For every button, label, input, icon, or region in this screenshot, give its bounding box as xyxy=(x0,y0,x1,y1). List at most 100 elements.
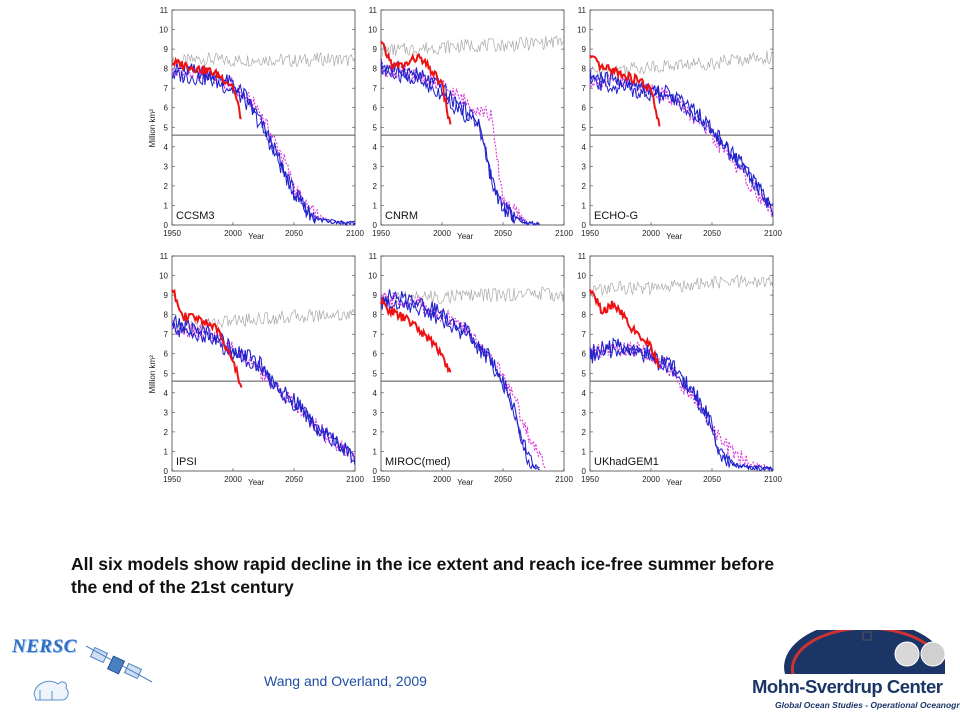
x-axis-label: Year xyxy=(457,232,474,241)
y-tick-label: 4 xyxy=(582,389,587,398)
panel-5: 0 1 2 3 4 5 6 7 8 9 10 11 1950 2000 2050 2100 Year UKhadG… xyxy=(577,252,782,487)
y-tick-label: 10 xyxy=(577,26,586,35)
y-tick-label: 0 xyxy=(373,467,378,476)
y-tick-label: 10 xyxy=(577,272,586,281)
y-tick-label: 8 xyxy=(164,65,169,74)
y-tick-label: 3 xyxy=(164,408,169,417)
panel-1: 0 1 2 3 4 5 6 7 8 9 10 11 1950 2000 2050 2100 Year CNRM xyxy=(368,6,573,241)
y-tick-label: 5 xyxy=(373,123,378,132)
msc-title: Mohn-Sverdrup Center xyxy=(752,676,943,697)
x-tick-label: 2000 xyxy=(224,229,242,238)
panel-3: 0 1 2 3 4 5 6 7 8 9 10 11 1950 2000 2050 2100 Year Millio… xyxy=(148,252,364,487)
series-observed-line xyxy=(589,54,661,127)
series-model-line xyxy=(380,289,540,471)
portrait-right-icon xyxy=(920,641,946,667)
plot-frame xyxy=(589,255,774,472)
y-tick-label: 6 xyxy=(373,104,378,113)
series-model-line xyxy=(171,67,356,225)
series-observed-line xyxy=(380,295,452,374)
x-axis-label: Year xyxy=(666,232,683,241)
y-tick-label: 1 xyxy=(582,447,587,456)
y-tick-label: 9 xyxy=(164,291,169,300)
y-tick-label: 2 xyxy=(373,428,378,437)
y-tick-label: 4 xyxy=(582,143,587,152)
y-tick-label: 2 xyxy=(164,182,169,191)
series-control-line xyxy=(589,274,774,298)
series-control-line xyxy=(380,35,565,57)
y-tick-label: 0 xyxy=(373,221,378,230)
y-tick-label: 6 xyxy=(164,104,169,113)
panel-2: 0 1 2 3 4 5 6 7 8 9 10 11 1950 2000 2050 2100 Year ECHO-G xyxy=(577,6,782,241)
x-tick-label: 2100 xyxy=(346,475,364,484)
y-tick-label: 4 xyxy=(164,389,169,398)
panel-label: IPSI xyxy=(176,456,197,468)
x-tick-label: 2050 xyxy=(494,475,512,484)
series-control-line xyxy=(380,286,565,305)
x-tick-label: 2000 xyxy=(642,229,660,238)
y-tick-label: 10 xyxy=(368,26,377,35)
series-model-line xyxy=(380,63,540,226)
y-tick-label: 3 xyxy=(582,408,587,417)
panel-label: MIROC(med) xyxy=(385,456,450,468)
x-tick-label: 1950 xyxy=(163,229,181,238)
y-tick-label: 10 xyxy=(159,26,168,35)
y-tick-label: 0 xyxy=(164,467,169,476)
x-tick-label: 2100 xyxy=(764,229,782,238)
y-tick-label: 5 xyxy=(373,369,378,378)
y-tick-label: 7 xyxy=(582,330,587,339)
y-tick-label: 10 xyxy=(159,272,168,281)
y-tick-label: 0 xyxy=(582,221,587,230)
x-tick-label: 2000 xyxy=(642,475,660,484)
y-tick-label: 3 xyxy=(373,162,378,171)
y-tick-label: 1 xyxy=(373,447,378,456)
polar-bear-icon xyxy=(33,680,69,701)
series-model-line xyxy=(589,337,774,472)
y-tick-label: 1 xyxy=(164,447,169,456)
x-axis-label: Year xyxy=(248,478,265,487)
y-tick-label: 9 xyxy=(373,45,378,54)
y-tick-label: 3 xyxy=(373,408,378,417)
y-tick-label: 7 xyxy=(373,330,378,339)
x-tick-label: 2050 xyxy=(703,475,721,484)
x-tick-label: 2050 xyxy=(494,229,512,238)
y-tick-label: 6 xyxy=(582,104,587,113)
nersc-wordmark: NERSC xyxy=(12,636,77,657)
citation-text: Wang and Overland, 2009 xyxy=(264,673,427,689)
x-tick-label: 2100 xyxy=(555,229,573,238)
y-tick-label: 0 xyxy=(582,467,587,476)
x-tick-label: 2100 xyxy=(555,475,573,484)
panel-0: 0 1 2 3 4 5 6 7 8 9 10 11 1950 2000 2050 2100 Year Millio… xyxy=(148,6,364,241)
y-tick-label: 8 xyxy=(164,311,169,320)
y-tick-label: 6 xyxy=(582,350,587,359)
x-tick-label: 2100 xyxy=(764,475,782,484)
satellite-icon xyxy=(85,645,153,683)
y-tick-label: 9 xyxy=(373,291,378,300)
panel-label: ECHO-G xyxy=(594,210,638,222)
panel-label: UKhadGEM1 xyxy=(594,456,659,468)
plot-frame xyxy=(380,255,565,472)
y-tick-label: 4 xyxy=(373,143,378,152)
y-tick-label: 3 xyxy=(164,162,169,171)
y-axis-label: Million km² xyxy=(148,109,157,148)
x-tick-label: 2050 xyxy=(703,229,721,238)
y-tick-label: 7 xyxy=(373,84,378,93)
y-tick-label: 9 xyxy=(164,45,169,54)
x-tick-label: 1950 xyxy=(163,475,181,484)
caption-text: All six models show rapid decline in the… xyxy=(71,554,775,597)
series-observed-line xyxy=(589,289,661,369)
y-tick-label: 6 xyxy=(373,350,378,359)
series-model_alt-line xyxy=(589,341,774,472)
msc-subtitle: Global Ocean Studies - Operational Ocean… xyxy=(775,700,960,710)
x-tick-label: 2050 xyxy=(285,475,303,484)
series-model-line xyxy=(589,343,774,472)
series-observed-line xyxy=(171,288,243,388)
portrait-left-icon xyxy=(894,641,920,667)
y-tick-label: 2 xyxy=(164,428,169,437)
plot-frame xyxy=(380,9,565,226)
y-tick-label: 10 xyxy=(368,272,377,281)
series-model-line xyxy=(589,74,774,208)
x-tick-label: 1950 xyxy=(581,475,599,484)
panel-label: CCSM3 xyxy=(176,210,215,222)
